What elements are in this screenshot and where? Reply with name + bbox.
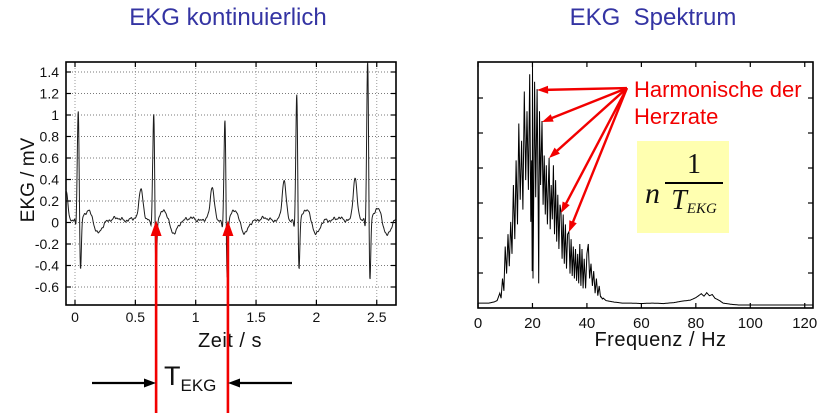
- formula-denominator: TEKG: [671, 184, 717, 224]
- tick-label: 0: [474, 315, 482, 332]
- harmonics-annotation: Harmonische der Herzrate: [634, 76, 802, 130]
- t-ekg-base: T: [164, 361, 181, 391]
- tick-label: 1.4: [40, 64, 60, 80]
- tick-label: 1.5: [246, 309, 266, 325]
- spectrum-trace: [478, 61, 813, 306]
- tick-label: 120: [792, 315, 817, 332]
- tick-label: 0: [51, 215, 59, 231]
- tick-label: 1.2: [40, 86, 60, 102]
- formula-denominator-base: T: [671, 184, 687, 216]
- interval-arrows: [92, 378, 292, 388]
- tick-label: 80: [687, 315, 704, 332]
- harmonics-annotation-line2: Herzrate: [634, 104, 719, 129]
- right-chart-x-axis-label: Frequenz / Hz: [594, 329, 727, 351]
- tick-label: 60: [633, 315, 650, 332]
- formula-fraction: 1 TEKG: [665, 148, 723, 224]
- tick-label: -0.2: [35, 236, 59, 252]
- beat-marker-line: [150, 220, 162, 413]
- formula-denominator-subscript: EKG: [686, 200, 717, 217]
- tick-label: -0.6: [35, 279, 59, 295]
- tick-label: 1: [51, 107, 59, 123]
- harmonics-annotation-line1: Harmonische der: [634, 77, 802, 102]
- left-chart-title: EKG kontinuierlich: [129, 4, 327, 31]
- right-chart-title: EKG Spektrum: [569, 4, 737, 31]
- left-chart-x-axis-label: Zeit / s: [197, 330, 262, 352]
- tick-label: 0.5: [126, 309, 146, 325]
- tick-label: 2.5: [367, 309, 387, 325]
- tick-label: 0: [71, 309, 79, 325]
- tick-label: 0.8: [40, 129, 60, 145]
- harmonic-arrow: [549, 87, 628, 158]
- tick-label: -0.4: [35, 258, 59, 274]
- ekg-spectrum-chart: 0 20 40 60 80 100 120: [474, 61, 817, 332]
- tick-label: 0.6: [40, 150, 60, 166]
- harmonic-arrow: [561, 87, 629, 214]
- tick-label: 1: [192, 309, 200, 325]
- t-ekg-subscript: EKG: [180, 376, 217, 395]
- tick-label: 0.4: [40, 172, 60, 188]
- left-chart-y-axis-label: EKG / mV: [18, 137, 39, 223]
- harmonic-arrow: [568, 87, 629, 232]
- harmonic-arrow: [541, 86, 628, 123]
- formula-factor: n: [645, 177, 660, 210]
- tick-label: 100: [738, 315, 763, 332]
- ecg-trace: [65, 62, 397, 280]
- plot-frame: [65, 61, 397, 306]
- ekg-time-chart: 0 0.5 1 1.5 2 2.5 1.4 1.2 1 0.8 0.6 0.4 0.2 0 -0.2 -0.4…: [35, 61, 397, 413]
- tick-label: 20: [524, 315, 541, 332]
- plot-frame: [477, 61, 814, 309]
- formula-numerator: 1: [687, 148, 701, 180]
- t-ekg-interval-label: TEKG: [164, 361, 216, 396]
- tick-label: 40: [579, 315, 596, 332]
- tick-label: 2: [313, 309, 321, 325]
- beat-marker-line: [222, 220, 234, 413]
- harmonics-formula-box: n 1 TEKG: [637, 141, 729, 233]
- tick-label: 0.2: [40, 193, 60, 209]
- fraction-bar: [665, 181, 723, 184]
- harmonic-arrow: [537, 85, 627, 94]
